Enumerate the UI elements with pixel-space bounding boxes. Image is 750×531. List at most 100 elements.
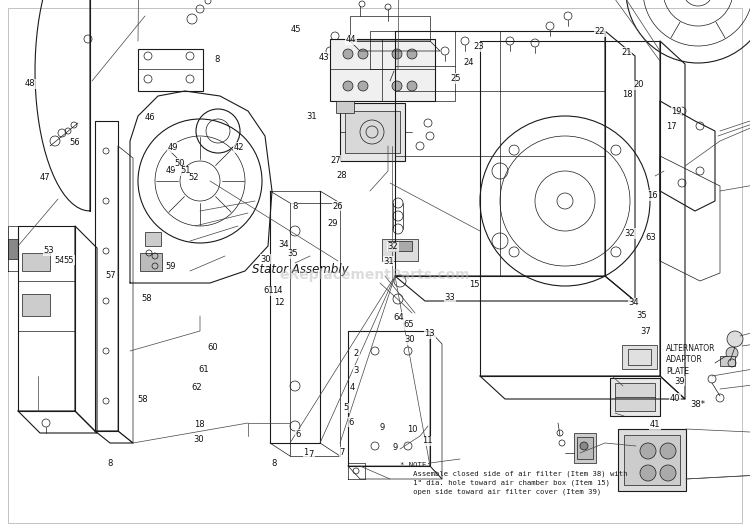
Text: 7: 7: [308, 450, 314, 458]
Bar: [574, 433, 596, 463]
Text: * NOTE:
   Assemble closed side of air filter (Item 38) with
   1" dia. hole tow: * NOTE: Assemble closed side of air filt…: [400, 462, 628, 495]
Text: 44: 44: [346, 36, 356, 44]
Text: 30: 30: [194, 435, 204, 444]
Bar: [140, 253, 162, 271]
Circle shape: [358, 81, 368, 91]
Text: 57: 57: [106, 271, 116, 279]
Text: 13: 13: [424, 329, 435, 338]
Text: 8: 8: [107, 459, 113, 467]
Text: 54: 54: [54, 256, 64, 264]
Text: 21: 21: [621, 48, 632, 56]
Circle shape: [343, 81, 353, 91]
Text: 43: 43: [319, 53, 329, 62]
Text: 10: 10: [407, 425, 418, 433]
Text: 32: 32: [625, 229, 635, 238]
Text: 61: 61: [199, 365, 209, 373]
Text: 6: 6: [296, 430, 302, 439]
Circle shape: [726, 347, 738, 359]
Bar: [138, 49, 203, 91]
Bar: [145, 232, 161, 246]
Text: 20: 20: [634, 81, 644, 89]
Text: eReplacementParts.com: eReplacementParts.com: [280, 268, 470, 282]
Text: 7: 7: [339, 448, 345, 457]
Text: 51: 51: [181, 167, 191, 175]
Text: 29: 29: [328, 219, 338, 227]
Text: 65: 65: [404, 321, 414, 329]
Text: 32: 32: [388, 243, 398, 251]
Circle shape: [407, 81, 417, 91]
Text: 25: 25: [450, 74, 460, 83]
Text: 8: 8: [272, 459, 278, 467]
Text: 19: 19: [671, 107, 682, 116]
Circle shape: [392, 49, 402, 59]
Text: 49: 49: [167, 143, 178, 152]
Circle shape: [358, 49, 368, 59]
Text: 37: 37: [640, 328, 651, 336]
Bar: [610, 378, 660, 416]
Bar: [615, 383, 655, 411]
Text: 39: 39: [674, 377, 685, 386]
Circle shape: [640, 465, 656, 481]
Text: 33: 33: [445, 293, 455, 302]
Bar: [388, 241, 412, 251]
Text: 8: 8: [292, 202, 298, 210]
Text: 35: 35: [637, 312, 647, 320]
Text: 50: 50: [175, 159, 185, 168]
Bar: [628, 349, 651, 365]
Text: 22: 22: [595, 28, 605, 36]
Bar: [340, 103, 405, 161]
Text: 42: 42: [233, 143, 244, 152]
Text: 35: 35: [287, 250, 298, 258]
Text: 4: 4: [350, 383, 355, 392]
Text: 16: 16: [647, 191, 658, 200]
Text: 63: 63: [645, 234, 656, 242]
Text: 5: 5: [344, 404, 349, 412]
Text: 28: 28: [336, 171, 346, 179]
Text: 60: 60: [208, 344, 218, 352]
Text: 59: 59: [166, 262, 176, 271]
Text: 58: 58: [137, 395, 148, 404]
Circle shape: [580, 442, 588, 450]
Text: 30: 30: [404, 336, 415, 344]
Text: 34: 34: [628, 298, 639, 307]
Text: 11: 11: [422, 436, 433, 445]
Circle shape: [640, 443, 656, 459]
Text: 9: 9: [380, 423, 386, 432]
Text: 26: 26: [332, 202, 343, 210]
Text: ALTERNATOR
ADAPTOR
PLATE: ALTERNATOR ADAPTOR PLATE: [666, 345, 716, 375]
Text: 9: 9: [393, 443, 398, 451]
Text: 3: 3: [353, 366, 359, 375]
Text: 49: 49: [166, 167, 176, 175]
Text: 18: 18: [622, 90, 632, 99]
Text: 31: 31: [383, 257, 394, 266]
Text: 58: 58: [141, 294, 152, 303]
Bar: [624, 435, 680, 485]
Text: 64: 64: [393, 313, 404, 322]
Text: 34: 34: [278, 240, 289, 249]
Circle shape: [660, 443, 676, 459]
Text: 8: 8: [214, 55, 220, 64]
Bar: [382, 239, 418, 261]
Bar: [622, 345, 657, 369]
Text: 31: 31: [306, 113, 316, 121]
Text: 14: 14: [272, 287, 283, 295]
Text: 45: 45: [291, 25, 302, 33]
Text: 41: 41: [650, 421, 660, 429]
Bar: [336, 101, 354, 113]
Bar: [330, 39, 435, 101]
Bar: [22, 253, 50, 271]
Text: 46: 46: [145, 114, 155, 122]
Text: 52: 52: [188, 174, 199, 182]
Text: 40: 40: [670, 394, 680, 402]
Text: 55: 55: [64, 256, 74, 264]
Circle shape: [392, 81, 402, 91]
Text: 15: 15: [469, 280, 479, 288]
Text: 38*: 38*: [690, 400, 705, 409]
Text: 1: 1: [303, 448, 309, 457]
Text: 56: 56: [70, 138, 80, 147]
Text: 18: 18: [194, 421, 205, 429]
Circle shape: [727, 331, 743, 347]
Text: 23: 23: [473, 42, 484, 51]
Text: 48: 48: [25, 80, 35, 88]
Bar: [22, 294, 50, 316]
